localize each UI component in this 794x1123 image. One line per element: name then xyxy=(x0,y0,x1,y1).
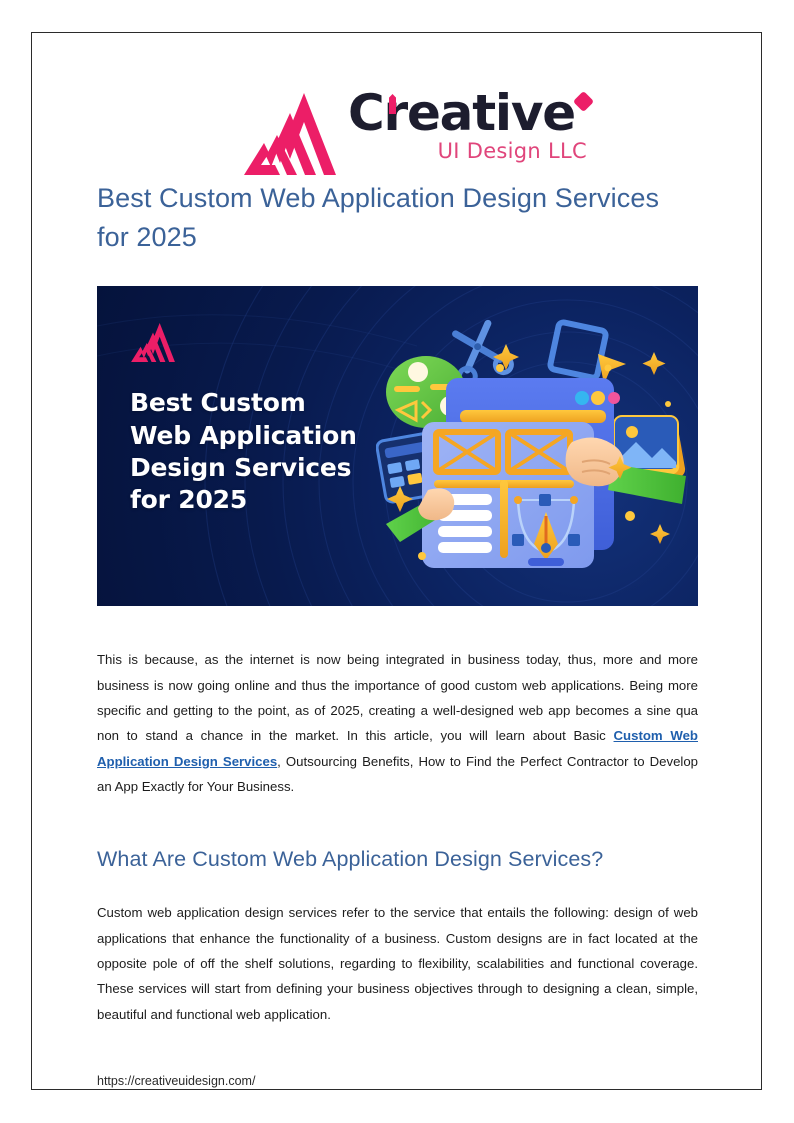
brand-wordmark: Creative xyxy=(348,84,576,142)
brand-pencil-accent-icon xyxy=(389,94,397,114)
dot-accents xyxy=(418,364,671,561)
brand-text-block: Creative UI Design LLC xyxy=(348,84,595,163)
brand-wordmark-row: Creative xyxy=(348,84,595,142)
custom-web-app-services-link[interactable]: Custom Web Application Design Services xyxy=(97,728,698,769)
creative-triangle-logo-icon xyxy=(244,93,337,175)
left-arm xyxy=(386,488,455,543)
page-title: Best Custom Web Application Design Servi… xyxy=(97,183,660,253)
intro-paragraph-text-2: , Outsourcing Benefits, How to Find the … xyxy=(97,753,699,794)
image-stack-card xyxy=(610,415,686,487)
section-paragraph: Custom web application design services r… xyxy=(97,905,698,1022)
diamond-frame-icon xyxy=(547,319,626,385)
brand-logo: Creative UI Design LLC xyxy=(97,61,698,175)
document-content: Creative UI Design LLC Best Custom Web A… xyxy=(97,61,698,1088)
right-arm xyxy=(565,437,686,505)
intro-paragraph-text-1: This is because, as the internet is now … xyxy=(97,652,698,744)
pen-tool-icon xyxy=(528,512,564,567)
bezier-path xyxy=(512,494,580,554)
intro-paragraph: This is because, as the internet is now … xyxy=(97,647,698,799)
section-heading: What Are Custom Web Application Design S… xyxy=(97,847,604,872)
hero-heading: Best Custom Web Application Design Servi… xyxy=(130,388,357,515)
brand-diamond-icon xyxy=(572,90,595,113)
hero-banner: Best Custom Web Application Design Servi… xyxy=(97,286,698,607)
footer-url[interactable]: https://creativeuidesign.com/ xyxy=(97,1074,256,1089)
brand-subtitle: UI Design LLC xyxy=(437,139,587,163)
sparkle-icons xyxy=(387,344,670,545)
hero-creative-triangle-logo-icon xyxy=(131,323,175,363)
web-design-tools-illustration xyxy=(376,319,686,569)
document-page: Creative UI Design LLC Best Custom Web A… xyxy=(31,32,762,1090)
